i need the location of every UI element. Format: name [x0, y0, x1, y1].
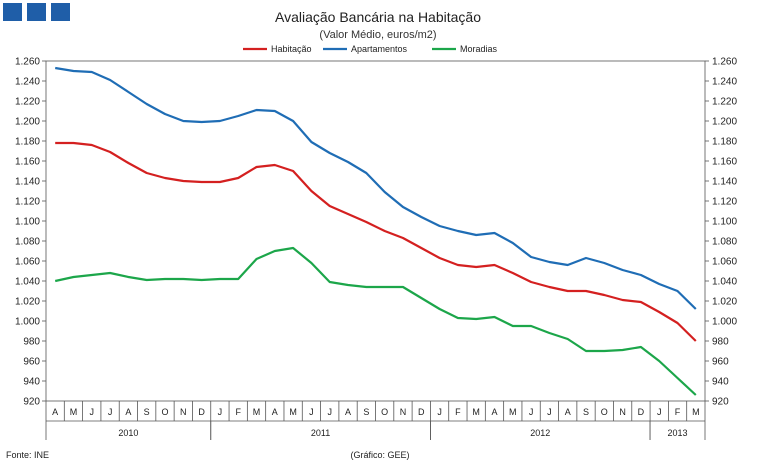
- y-axis-right: 920 940 960 980 1.000 1.020 1.040 1.060 1.080 1.1…: [705, 57, 737, 408]
- y-tick-label-left: 1.120: [15, 197, 40, 208]
- x-tick-label-month: M: [509, 407, 517, 417]
- y-tick-label-right: 1.000: [712, 317, 737, 328]
- footer-source: Fonte: INE: [6, 450, 49, 460]
- y-tick-label-left: 1.140: [15, 177, 40, 188]
- y-tick-label-left: 1.160: [15, 157, 40, 168]
- x-tick-label-month: A: [272, 407, 278, 417]
- x-tick-label-month: J: [309, 407, 314, 417]
- y-tick-label-left: 1.100: [15, 217, 40, 228]
- y-tick-label-right: 980: [712, 337, 729, 348]
- x-tick-label-month: N: [619, 407, 626, 417]
- y-tick-label-left: 940: [23, 377, 40, 388]
- y-tick-label-right: 1.080: [712, 237, 737, 248]
- y-tick-label-right: 1.120: [712, 197, 737, 208]
- x-tick-label-month: A: [565, 407, 571, 417]
- x-tick-label-month: O: [381, 407, 388, 417]
- chart-title: Avaliação Bancária na Habitação: [275, 9, 481, 25]
- x-tick-label-month: N: [400, 407, 407, 417]
- x-tick-label-month: A: [491, 407, 497, 417]
- x-tick-label-month: J: [657, 407, 662, 417]
- x-tick-label-month: J: [327, 407, 332, 417]
- x-tick-label-month: J: [218, 407, 223, 417]
- x-tick-label-month: D: [418, 407, 425, 417]
- y-tick-label-left: 1.240: [15, 77, 40, 88]
- x-tick-label-year: 2013: [668, 428, 688, 438]
- x-tick-label-month: J: [437, 407, 442, 417]
- x-tick-label-year: 2012: [530, 428, 550, 438]
- x-tick-label-month: M: [472, 407, 480, 417]
- chart-subtitle: (Valor Médio, euros/m2): [319, 29, 436, 41]
- y-tick-label-left: 1.020: [15, 297, 40, 308]
- x-tick-label-year: 2011: [311, 428, 330, 438]
- series-lines: [54, 66, 697, 396]
- x-tick-label-month: D: [638, 407, 645, 417]
- y-tick-label-right: 1.060: [712, 257, 737, 268]
- x-tick-label-month: A: [125, 407, 131, 417]
- logo-square-1: [3, 3, 22, 21]
- series-line-apartamentos: [55, 66, 697, 310]
- x-tick-label-month: N: [180, 407, 187, 417]
- y-tick-label-left: 1.220: [15, 97, 40, 108]
- y-tick-label-right: 1.240: [712, 77, 737, 88]
- x-tick-label-month: M: [692, 407, 700, 417]
- legend: Habitação Apartamentos Moradias: [243, 44, 498, 54]
- y-tick-label-left: 1.000: [15, 317, 40, 328]
- x-axis: A M J J A S O N D J F M A M J J A S O N D J F M A M J J A S O N D J F M 2010…: [45, 401, 706, 440]
- x-tick-label-month: O: [601, 407, 608, 417]
- x-tick-label-month: F: [675, 407, 681, 417]
- y-tick-label-right: 920: [712, 397, 729, 408]
- x-tick-label-month: F: [455, 407, 461, 417]
- series-line-moradias: [54, 246, 697, 396]
- y-tick-label-right: 940: [712, 377, 729, 388]
- y-tick-label-right: 1.100: [712, 217, 737, 228]
- y-axis-left: 920 940 960 980 1.000 1.020 1.040 1.060 1.080 1.1…: [15, 57, 46, 408]
- y-tick-label-left: 1.200: [15, 117, 40, 128]
- x-tick-label-month: M: [253, 407, 261, 417]
- x-tick-label-month: M: [289, 407, 297, 417]
- legend-label-apartamentos: Apartamentos: [351, 44, 408, 54]
- x-tick-label-month: A: [345, 407, 351, 417]
- y-tick-label-left: 1.260: [15, 57, 40, 68]
- y-tick-label-right: 1.160: [712, 157, 737, 168]
- logo-square-2: [27, 3, 46, 21]
- y-tick-label-left: 980: [23, 337, 40, 348]
- y-tick-label-right: 1.220: [712, 97, 737, 108]
- y-tick-label-right: 1.140: [712, 177, 737, 188]
- logo-square-3: [51, 3, 70, 21]
- x-tick-label-month: M: [70, 407, 78, 417]
- y-tick-label-right: 960: [712, 357, 729, 368]
- x-tick-label-month: J: [529, 407, 534, 417]
- x-tick-label-month: A: [52, 407, 58, 417]
- x-tick-label-month: O: [161, 407, 168, 417]
- y-tick-label-left: 1.180: [15, 137, 40, 148]
- x-tick-label-month: J: [108, 407, 113, 417]
- x-tick-label-month: S: [144, 407, 150, 417]
- y-tick-label-left: 1.080: [15, 237, 40, 248]
- x-tick-label-month: F: [235, 407, 241, 417]
- y-tick-label-left: 960: [23, 357, 40, 368]
- legend-label-moradias: Moradias: [460, 44, 498, 54]
- x-tick-label-month: J: [547, 407, 552, 417]
- y-tick-label-right: 1.040: [712, 277, 737, 288]
- x-tick-label-month: J: [90, 407, 95, 417]
- x-tick-label-month: S: [363, 407, 369, 417]
- series-line-habitação: [55, 141, 697, 342]
- y-tick-label-left: 1.060: [15, 257, 40, 268]
- x-tick-label-month: D: [198, 407, 205, 417]
- y-tick-label-right: 1.200: [712, 117, 737, 128]
- y-tick-label-right: 1.260: [712, 57, 737, 68]
- y-tick-label-left: 920: [23, 397, 40, 408]
- y-tick-label-left: 1.040: [15, 277, 40, 288]
- y-tick-label-right: 1.180: [712, 137, 737, 148]
- x-tick-label-year: 2010: [118, 428, 138, 438]
- legend-label-habitação: Habitação: [271, 44, 312, 54]
- x-tick-label-month: S: [583, 407, 589, 417]
- y-tick-label-right: 1.020: [712, 297, 737, 308]
- footer-credit: (Gráfico: GEE): [350, 450, 409, 460]
